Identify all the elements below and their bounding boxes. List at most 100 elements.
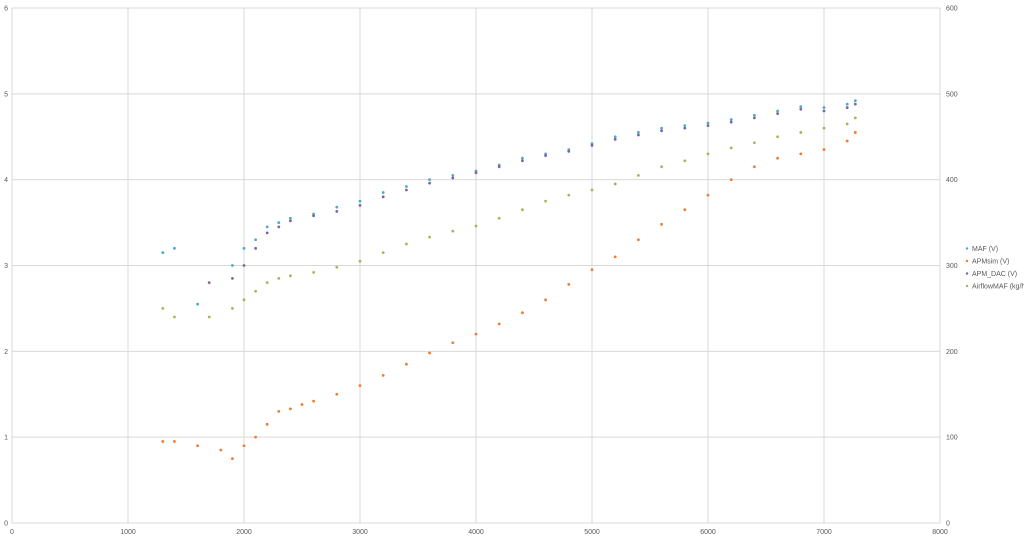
data-point (265, 225, 269, 229)
x-tick-label: 7000 (816, 529, 832, 536)
y2-tick-label: 300 (946, 263, 958, 270)
data-point (590, 143, 594, 147)
data-point (300, 403, 304, 406)
y2-tick-label: 400 (946, 177, 958, 184)
y2-tick-label: 0 (946, 521, 950, 528)
data-point (729, 146, 733, 150)
data-point (428, 178, 431, 182)
legend: MAF (V) APMsim (V) APM_DAC (V) AirflowMAF (… (965, 246, 1024, 291)
data-point (845, 106, 849, 109)
y-tick-label: 6 (4, 6, 8, 13)
data-point (474, 224, 478, 228)
data-point (277, 221, 281, 224)
legend-entry: APMsim (V) (972, 259, 1009, 266)
data-point (753, 141, 756, 145)
data-point (706, 124, 710, 127)
data-point (207, 281, 211, 285)
data-point (683, 126, 687, 130)
data-point (497, 216, 501, 220)
data-point (729, 120, 733, 124)
data-point (706, 193, 710, 197)
data-point (451, 176, 455, 180)
data-point (590, 268, 594, 272)
y-tick-label: 5 (4, 91, 8, 98)
data-point (254, 435, 257, 439)
data-point (521, 159, 524, 163)
data-point (196, 444, 200, 448)
data-point (729, 118, 733, 121)
x-tick-label: 8000 (932, 529, 948, 536)
data-point (254, 289, 257, 293)
data-point (231, 307, 234, 310)
data-point (161, 307, 165, 310)
data-point (845, 122, 849, 126)
y2-tick-label: 600 (946, 6, 958, 13)
y2-tick-label: 500 (946, 91, 958, 98)
data-point (335, 265, 339, 269)
data-point (196, 302, 200, 306)
data-point (428, 235, 431, 239)
y-tick-label: 0 (4, 521, 8, 528)
data-point (312, 399, 315, 403)
data-point (289, 216, 292, 220)
data-point (231, 276, 234, 280)
data-point (405, 362, 408, 366)
right-y-axis-tick-labels: 0 100 200 300 400 500 600 (946, 6, 958, 528)
left-y-axis-tick-labels: 0 1 2 3 4 5 6 (4, 6, 8, 528)
series-0 (161, 99, 857, 306)
data-point (521, 156, 524, 160)
data-point (729, 178, 733, 182)
data-point (335, 205, 339, 209)
data-point (335, 392, 339, 396)
data-point (405, 185, 408, 188)
data-point (474, 332, 478, 336)
data-point (242, 246, 246, 250)
data-point (544, 154, 547, 158)
legend-marker (965, 272, 969, 275)
data-point (521, 208, 524, 212)
data-point (277, 410, 281, 413)
data-point (358, 259, 362, 263)
data-point (242, 298, 246, 302)
series-1 (161, 131, 857, 461)
data-point (822, 106, 826, 109)
data-point (822, 148, 826, 152)
data-point (161, 251, 165, 255)
legend-entry: AirflowMAF (kg/h) (972, 284, 1024, 291)
data-point (753, 116, 756, 120)
data-point (381, 373, 385, 377)
data-point (637, 133, 640, 137)
data-point (799, 152, 803, 156)
data-point (451, 229, 455, 233)
data-point (845, 139, 849, 143)
data-point (753, 165, 756, 169)
data-point (451, 173, 455, 177)
data-point (173, 440, 176, 443)
y-tick-label: 4 (4, 177, 8, 184)
data-point (845, 102, 849, 106)
data-point (753, 113, 756, 117)
legend-entry: MAF (V) (972, 246, 998, 253)
y2-tick-label: 100 (946, 435, 958, 442)
data-point (231, 264, 234, 267)
x-tick-label: 6000 (700, 529, 716, 536)
data-point (277, 276, 281, 280)
legend-entry: APM_DAC (V) (972, 271, 1017, 278)
data-point (312, 214, 315, 218)
data-point (265, 231, 269, 235)
data-point (853, 131, 857, 134)
data-point (381, 251, 385, 255)
data-point (683, 124, 687, 127)
data-point (567, 193, 571, 197)
data-point (590, 188, 594, 192)
data-point (405, 188, 408, 192)
data-point (358, 204, 362, 207)
x-tick-label: 5000 (584, 529, 600, 536)
data-point (613, 135, 617, 139)
x-tick-label: 0 (10, 529, 14, 536)
data-point (637, 131, 640, 134)
series-2 (207, 102, 857, 285)
data-point (497, 322, 501, 326)
data-point (613, 182, 617, 186)
